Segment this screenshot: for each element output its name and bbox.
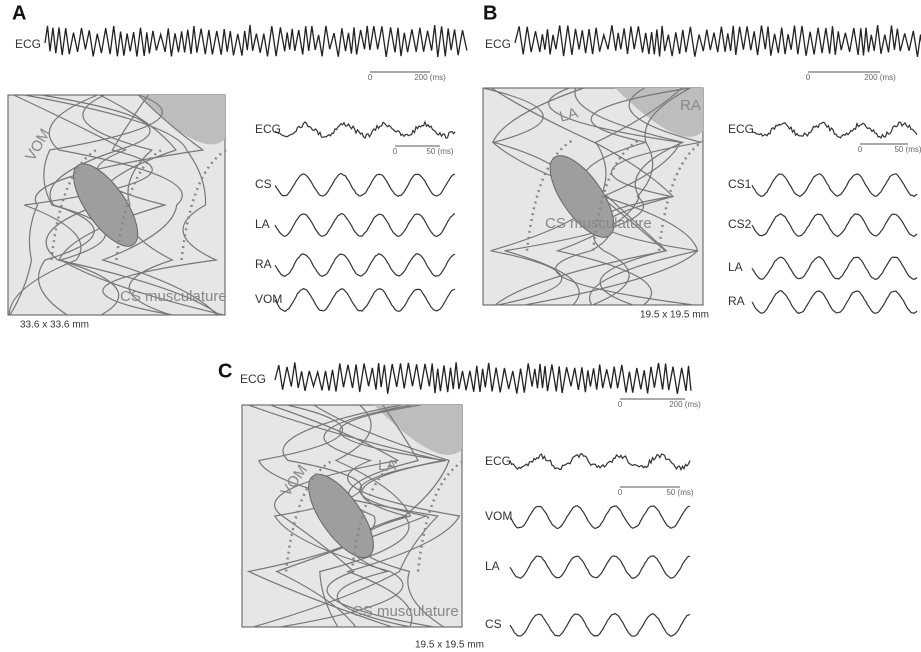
page: A ECG 0 200 (ms) VOM CS musculature 33.6 x 33.… (0, 0, 921, 652)
map-size: 33.6 x 33.6 mm (20, 320, 89, 331)
trace-label: VOM (255, 292, 282, 306)
trace-label: ECG (728, 122, 754, 136)
scale-start: 0 (618, 400, 623, 409)
trace-label: CS (485, 617, 502, 631)
trace-label: CS1 (728, 177, 752, 191)
map-label: RA (680, 97, 701, 114)
trace-label: LA (255, 217, 270, 231)
scale-end: 200 (ms) (864, 73, 896, 82)
scale-end: 200 (ms) (414, 73, 446, 82)
trace-label: LA (485, 559, 500, 573)
ecg-strip (275, 362, 691, 394)
ecg-label: ECG (240, 372, 266, 386)
trace-label: VOM (485, 509, 512, 523)
panel-label: A (12, 2, 26, 24)
trace-label: RA (728, 294, 745, 308)
trace (510, 556, 690, 578)
scale-start: 0 (858, 145, 863, 154)
scale-start: 0 (368, 73, 373, 82)
figure: A ECG 0 200 (ms) VOM CS musculature 33.6 x 33.… (0, 0, 921, 652)
trace-label: ECG (255, 122, 281, 136)
scale-end: 50 (ms) (894, 145, 921, 154)
scale-start: 0 (393, 147, 398, 156)
trace (752, 174, 917, 197)
trace (752, 257, 917, 280)
map-size: 19.5 x 19.5 mm (640, 310, 709, 321)
trace (275, 122, 455, 138)
trace (752, 291, 917, 314)
panel-label: B (483, 2, 497, 24)
trace (752, 122, 917, 138)
scale-start: 0 (806, 73, 811, 82)
ecg-strip (45, 25, 467, 57)
ecg-strip (515, 25, 921, 57)
trace-label: RA (255, 257, 272, 271)
trace-label: CS2 (728, 217, 752, 231)
ecg-label: ECG (15, 37, 41, 51)
ecg-label: ECG (485, 37, 511, 51)
trace-label: CS (255, 177, 272, 191)
trace (275, 214, 455, 237)
map-size: 19.5 x 19.5 mm (415, 640, 484, 651)
map-label: CS musculature (545, 215, 652, 232)
panel-label: C (218, 360, 232, 382)
trace (275, 289, 455, 312)
map-label: CS musculature (352, 603, 459, 620)
trace (275, 254, 455, 277)
trace-label: LA (728, 260, 743, 274)
trace (510, 454, 690, 470)
scale-end: 200 (ms) (669, 400, 701, 409)
trace (510, 614, 690, 637)
trace (510, 506, 690, 529)
scale-start: 0 (618, 488, 623, 497)
scale-end: 50 (ms) (666, 488, 693, 497)
map-label: CS musculature (120, 288, 227, 305)
trace (275, 174, 455, 197)
trace (752, 214, 917, 237)
trace-label: ECG (485, 454, 511, 468)
scale-end: 50 (ms) (426, 147, 453, 156)
map-label: LA (378, 457, 396, 474)
